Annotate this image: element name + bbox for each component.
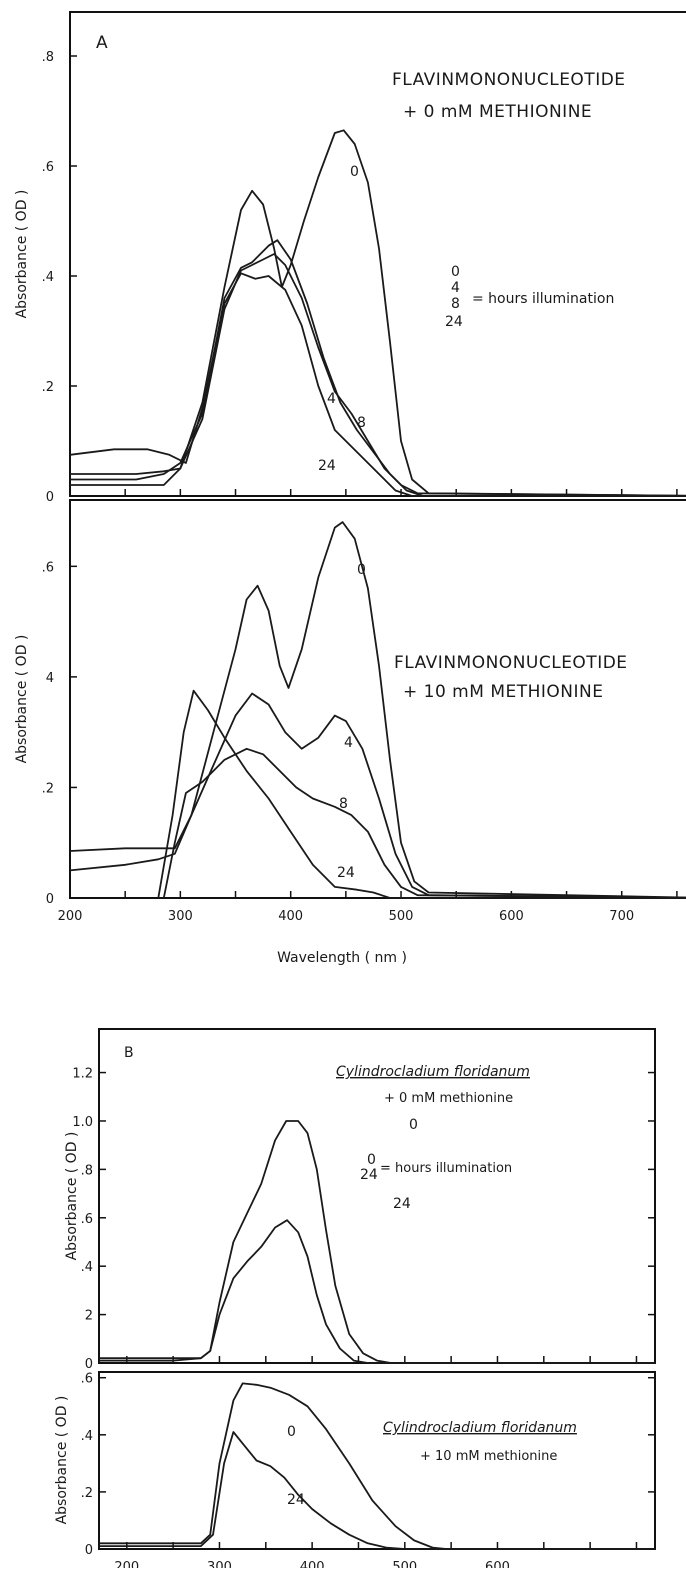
y-tick-label: 0	[85, 1543, 93, 1558]
curve-label-a1-4: 4	[327, 391, 336, 407]
panel-b-bottom-ylabel: Absorbance ( OD )	[54, 1396, 70, 1525]
panel-a-legend-key-0: 0	[451, 264, 460, 280]
panel-b-top-title-line2: + 0 mM methionine	[384, 1091, 513, 1106]
panel-b-top-title-line1: Cylindrocladium floridanum	[336, 1064, 530, 1080]
y-tick-label: 0	[46, 892, 54, 907]
panel-a-bottom-title-line1: FLAVINMONONUCLEOTIDE	[394, 653, 628, 673]
panel-b-top: 0 2 .4 .6 .8 1.0 1.2 B Cylindrocladium florida…	[64, 1028, 656, 1372]
curve-label-a2-24: 24	[337, 865, 355, 881]
x-tick-label: 200	[114, 1560, 139, 1568]
curve-label-a2-8: 8	[339, 796, 348, 812]
x-tick-label: 500	[389, 909, 414, 924]
x-tick-label: 300	[207, 1560, 232, 1568]
panel-a-legend-key-4: 4	[451, 280, 460, 296]
panel-a-legend-key-8: 8	[451, 296, 460, 312]
y-tick-label: .4	[81, 1260, 93, 1275]
y-tick-label: .4	[42, 270, 54, 285]
panel-b-bottom-title-line2: + 10 mM methionine	[420, 1449, 557, 1464]
panel-b-bottom-title-line1: Cylindrocladium floridanum	[383, 1420, 577, 1436]
y-tick-label: .8	[81, 1163, 93, 1178]
panel-b-top-ylabel: Absorbance ( OD )	[64, 1132, 80, 1261]
curve-label-a1-24: 24	[318, 458, 336, 474]
y-tick-label: 1.2	[72, 1067, 93, 1082]
y-tick-label: .6	[81, 1372, 93, 1387]
series-line-24h	[99, 1219, 655, 1364]
y-tick-label: 4	[46, 671, 54, 686]
panel-a-xlabel: Wavelength ( nm )	[277, 950, 407, 966]
y-tick-label: .8	[42, 50, 54, 65]
panel-b-top-ticks: 0 2 .4 .6 .8 1.0 1.2	[72, 1067, 655, 1372]
x-tick-label: 200	[58, 909, 83, 924]
curve-label-a1-8: 8	[357, 415, 366, 431]
panel-a-top: 0 .2 .4 .6 .8 A FLAVINMONONUCLEOTIDE + 0 mM …	[14, 11, 686, 505]
panel-b-legend-text: = hours illumination	[380, 1161, 512, 1176]
y-tick-label: .2	[81, 1486, 93, 1501]
x-tick-label: 500	[392, 1560, 417, 1568]
series-line-24h	[157, 689, 686, 899]
panel-a-legend-text: = hours illumination	[472, 291, 614, 307]
series-line-24h	[69, 272, 686, 497]
curve-label-b1-24: 24	[393, 1196, 411, 1212]
panel-b-bottom-frame	[98, 1371, 656, 1550]
panel-a-bottom-ylabel: Absorbance ( OD )	[14, 635, 30, 764]
series-line-0h	[99, 1120, 655, 1364]
panel-a-letter: A	[96, 33, 108, 53]
x-tick-label: 600	[485, 1560, 510, 1568]
y-tick-label: .2	[42, 380, 54, 395]
panel-a-bottom-title-line2: + 10 mM METHIONINE	[403, 682, 603, 702]
y-tick-label: 1.0	[72, 1115, 93, 1130]
panel-b-bottom-ticks: 0 .2 .4 .6 200 300 400 500 600	[81, 1372, 655, 1573]
series-line-4h	[69, 692, 686, 899]
panel-b-bottom-curves	[99, 1382, 655, 1550]
y-tick-label: .6	[42, 560, 54, 575]
series-line-24h	[99, 1431, 655, 1550]
panel-b-letter: B	[124, 1045, 134, 1061]
panel-a-top-frame	[69, 11, 686, 497]
series-line-0h	[99, 1382, 655, 1550]
panel-a-top-curves	[69, 129, 686, 497]
series-line-8h	[70, 239, 686, 497]
panel-a-bottom-ticks: 0 .2 4 .6 200 300 400 500 600 700	[42, 560, 678, 924]
panel-a-legend-key-24: 24	[445, 314, 463, 330]
panel-a-top-ylabel: Absorbance ( OD )	[14, 190, 30, 319]
y-tick-label: .6	[81, 1212, 93, 1227]
panel-a-bottom-curves	[69, 521, 686, 899]
panel-b-bottom: 0 .2 .4 .6 200 300 400 500 600 Cylindrocladium f…	[54, 1371, 656, 1573]
y-tick-label: .2	[42, 781, 54, 796]
curve-label-a2-4: 4	[344, 735, 353, 751]
y-tick-label: .6	[42, 160, 54, 175]
x-tick-label: 400	[278, 909, 303, 924]
panel-a-bottom: 0 .2 4 .6 200 300 400 500 600 700 FLAVINMONONUCLE…	[14, 499, 686, 966]
panel-b-top-curves	[99, 1120, 655, 1364]
curve-label-a2-0: 0	[357, 562, 366, 578]
panel-b-legend-key-24: 24	[360, 1167, 378, 1183]
x-tick-label: 600	[499, 909, 524, 924]
y-tick-label: 0	[46, 490, 54, 505]
curve-label-b2-0: 0	[287, 1424, 296, 1440]
series-line-0h	[69, 521, 686, 899]
series-line-8h	[162, 747, 686, 899]
panel-b-legend-key-0: 0	[367, 1152, 376, 1168]
y-tick-label: .4	[81, 1429, 93, 1444]
x-tick-label: 300	[168, 909, 193, 924]
series-line-0h	[70, 129, 686, 497]
curve-label-b1-0: 0	[409, 1117, 418, 1133]
curve-label-b2-24: 24	[287, 1492, 305, 1508]
y-tick-label: 2	[85, 1309, 93, 1324]
x-tick-label: 700	[609, 909, 634, 924]
x-tick-label: 400	[300, 1560, 325, 1568]
panel-a-top-title-line1: FLAVINMONONUCLEOTIDE	[392, 70, 626, 90]
curve-label-a1-0: 0	[350, 164, 359, 180]
y-tick-label: 0	[85, 1357, 93, 1372]
panel-a-top-title-line2: + 0 mM METHIONINE	[403, 102, 592, 122]
